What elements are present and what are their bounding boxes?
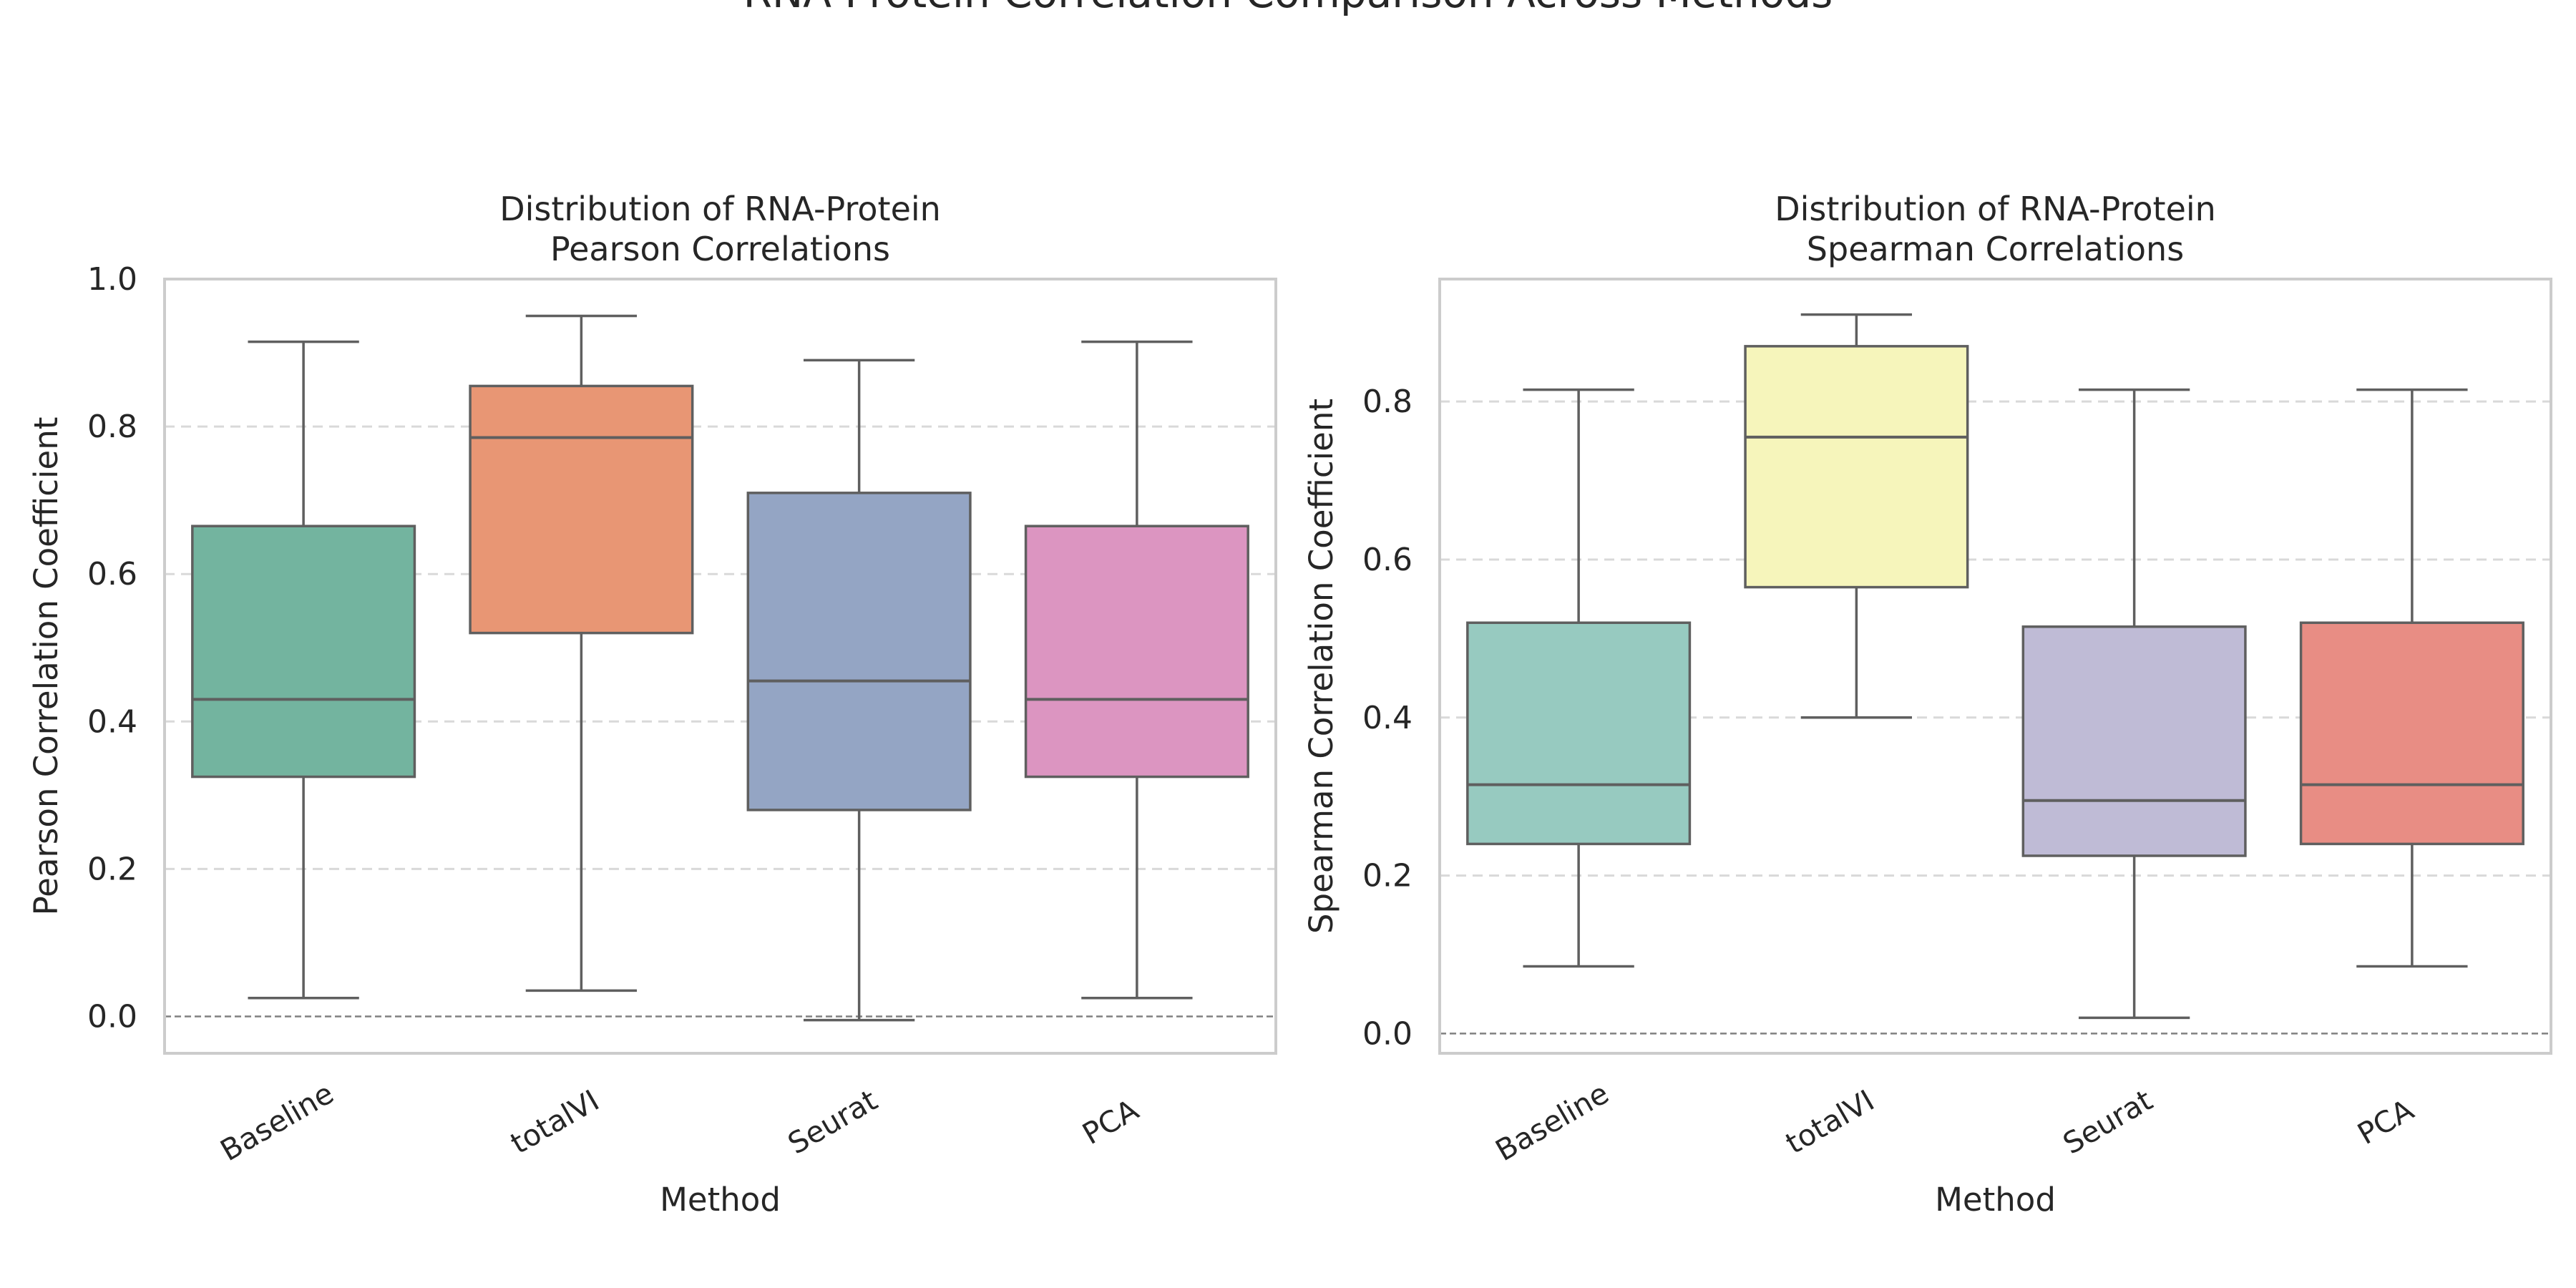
pearson-plot-frame bbox=[163, 278, 1277, 1055]
spearman-box-seurat bbox=[2021, 625, 2247, 857]
spearman-xtick-label: PCA bbox=[2352, 1093, 2420, 1151]
pearson-ytick-label: 0.8 bbox=[87, 409, 137, 445]
pearson-xtick-label: Seurat bbox=[782, 1083, 883, 1161]
spearman-box-baseline bbox=[1466, 621, 1692, 846]
spearman-panel: 0.0 0.2 0.4 0.6 0.8 Baseline totalVI Seurat PCA D… bbox=[1302, 190, 2552, 1219]
pearson-box-totalvi bbox=[469, 384, 694, 635]
pearson-xtick-label: totalVI bbox=[504, 1083, 605, 1161]
pearson-xtick-label: PCA bbox=[1077, 1093, 1145, 1151]
spearman-ytick-label: 0.2 bbox=[1362, 858, 1413, 894]
pearson-y-axis-label: Pearson Correlation Coefficient bbox=[27, 417, 65, 916]
pearson-ytick-label: 0.6 bbox=[87, 556, 137, 592]
pearson-box-seurat bbox=[746, 492, 972, 811]
pearson-box-baseline bbox=[191, 525, 416, 779]
spearman-xtick-label: totalVI bbox=[1780, 1083, 1880, 1161]
spearman-box-pca bbox=[2299, 621, 2524, 846]
pearson-xtick-label: Baseline bbox=[215, 1076, 340, 1168]
pearson-ytick-label: 0.0 bbox=[87, 998, 137, 1035]
pearson-ytick-label: 0.4 bbox=[87, 703, 137, 740]
spearman-y-axis-label: Spearman Correlation Coefficient bbox=[1302, 399, 1340, 934]
pearson-ytick-label: 0.2 bbox=[87, 851, 137, 887]
spearman-ytick-label: 0.8 bbox=[1362, 384, 1413, 420]
pearson-title-line: Pearson Correlations bbox=[550, 230, 890, 268]
spearman-xtick-label: Baseline bbox=[1490, 1076, 1615, 1168]
spearman-title-line: Distribution of RNA-Protein bbox=[1775, 190, 2216, 228]
pearson-box-pca bbox=[1024, 525, 1249, 779]
spearman-plot-frame bbox=[1438, 278, 2552, 1055]
pearson-ytick-label: 1.0 bbox=[87, 261, 137, 298]
spearman-ytick-label: 0.6 bbox=[1362, 542, 1413, 578]
figure-suptitle: RNA Protein Correlation Comparison Acros… bbox=[743, 0, 1833, 17]
pearson-x-axis-label: Method bbox=[660, 1181, 781, 1219]
spearman-x-axis-label: Method bbox=[1935, 1181, 2056, 1219]
spearman-title-line: Spearman Correlations bbox=[1807, 230, 2184, 268]
spearman-xtick-label: Seurat bbox=[2057, 1083, 2158, 1161]
spearman-ytick-label: 0.0 bbox=[1362, 1015, 1413, 1052]
spearman-box-totalvi bbox=[1744, 345, 1969, 589]
spearman-ytick-label: 0.4 bbox=[1362, 700, 1413, 736]
pearson-panel: 0.0 0.2 0.4 0.6 0.8 1.0 Baseline totalVI Seurat P… bbox=[27, 190, 1277, 1219]
pearson-title-line: Distribution of RNA-Protein bbox=[499, 190, 941, 228]
